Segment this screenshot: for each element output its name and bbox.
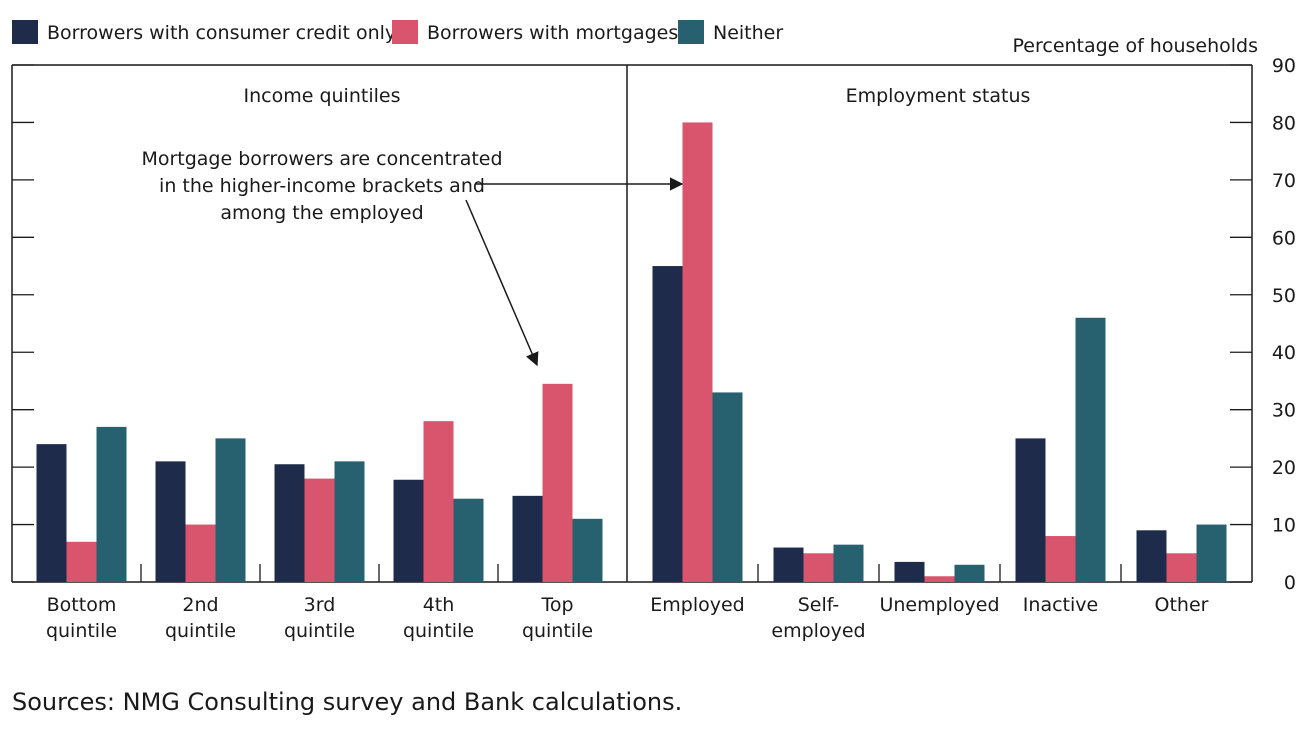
x-tick-label: Other <box>1155 594 1209 616</box>
x-tick-label: employed <box>771 620 865 642</box>
x-tick-label: 3rd <box>304 594 336 616</box>
x-tick-label: Unemployed <box>879 594 999 616</box>
x-tick-label: quintile <box>165 620 236 642</box>
bar <box>773 547 804 582</box>
legend-label: Borrowers with mortgages <box>427 22 678 44</box>
x-tick-label: 4th <box>423 594 455 616</box>
x-tick-label: Inactive <box>1023 594 1098 616</box>
bar <box>1015 438 1046 582</box>
annotation-text: Mortgage borrowers are concentrated <box>141 148 502 170</box>
x-tick-label: Employed <box>650 594 744 616</box>
y-tick-label: 80 <box>1272 112 1296 134</box>
bar <box>155 461 186 582</box>
bar <box>185 524 216 582</box>
bar <box>1196 524 1227 582</box>
bar <box>453 498 484 582</box>
bar <box>894 561 925 582</box>
x-tick-label: Bottom <box>47 594 117 616</box>
y-tick-label: 60 <box>1272 227 1296 249</box>
bar <box>712 392 743 582</box>
x-tick-label: quintile <box>284 620 355 642</box>
bar <box>66 541 97 582</box>
y-axis-label: Percentage of households <box>1013 35 1258 57</box>
x-tick-label: Self- <box>798 594 840 616</box>
legend-swatch <box>392 20 418 44</box>
legend-swatch <box>678 20 704 44</box>
x-tick-label: 2nd <box>182 594 218 616</box>
bar <box>1045 536 1076 582</box>
x-tick-label: quintile <box>46 620 117 642</box>
annotation-text: among the employed <box>220 202 423 224</box>
bar <box>572 518 603 582</box>
annotation-arrow-down <box>465 199 539 367</box>
bar <box>96 426 127 582</box>
x-tick-label: quintile <box>522 620 593 642</box>
legend-swatch <box>12 20 38 44</box>
bar <box>215 438 246 582</box>
legend-label: Borrowers with consumer credit only <box>47 22 396 44</box>
bar <box>1136 530 1167 582</box>
bar <box>512 495 543 582</box>
y-tick-label: 30 <box>1272 400 1296 422</box>
bar <box>954 564 985 582</box>
bar <box>542 383 573 582</box>
bar <box>1166 553 1197 582</box>
y-tick-label: 20 <box>1272 457 1296 479</box>
y-tick-label: 10 <box>1272 515 1296 537</box>
bar <box>423 421 454 582</box>
bar <box>274 464 305 582</box>
bar <box>304 478 335 582</box>
bar <box>652 266 683 582</box>
bar <box>924 576 955 582</box>
y-tick-label: 0 <box>1284 572 1296 594</box>
panel-title: Income quintiles <box>244 85 401 107</box>
y-tick-label: 70 <box>1272 170 1296 192</box>
sources-note: Sources: NMG Consulting survey and Bank … <box>12 688 683 716</box>
bar <box>682 122 713 582</box>
y-tick-label: 90 <box>1272 55 1296 77</box>
bar <box>393 479 424 582</box>
y-tick-label: 40 <box>1272 342 1296 364</box>
panel-title: Employment status <box>846 85 1031 107</box>
annotation-text: in the higher-income brackets and <box>159 175 485 197</box>
bar <box>334 461 365 582</box>
bar <box>803 553 834 582</box>
chart: Borrowers with consumer credit only Borro… <box>11 20 1296 642</box>
bar <box>833 544 864 582</box>
x-tick-label: Top <box>540 594 573 616</box>
bar <box>36 444 67 582</box>
legend-label: Neither <box>713 22 783 44</box>
y-tick-label: 50 <box>1272 285 1296 307</box>
bar <box>1075 317 1106 582</box>
x-tick-label: quintile <box>403 620 474 642</box>
